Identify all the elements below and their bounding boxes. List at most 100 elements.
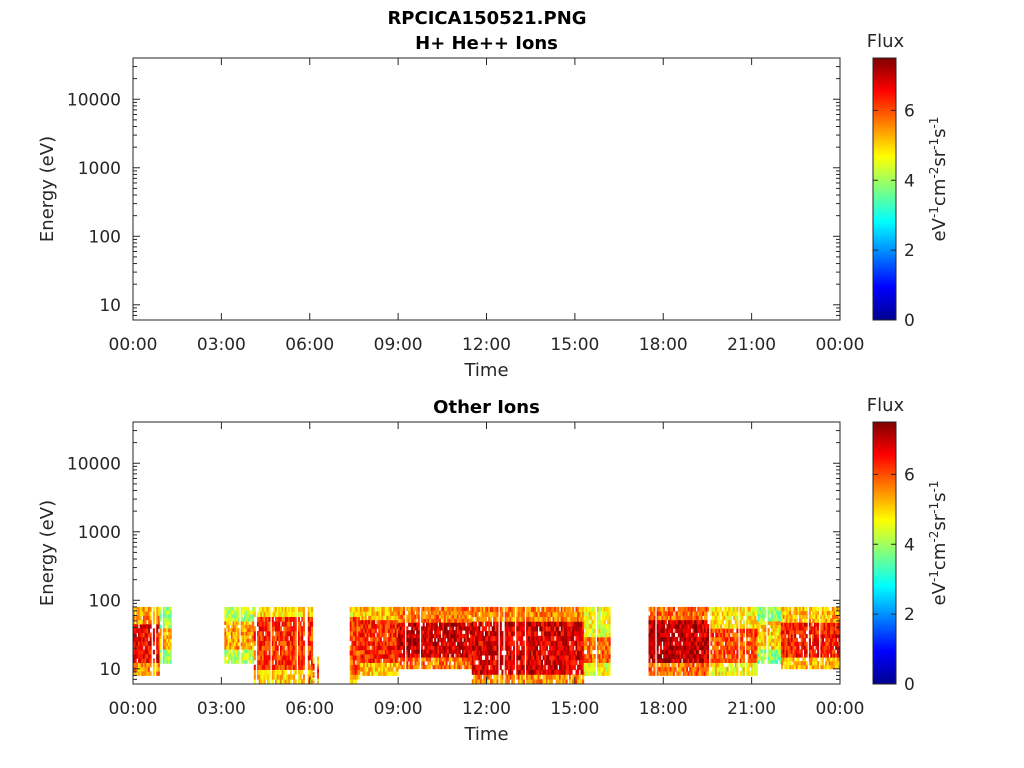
spectrogram-cell xyxy=(384,671,387,676)
spectrogram-cell xyxy=(473,659,476,666)
spectrogram-cell xyxy=(162,610,165,615)
spectrogram-cell xyxy=(820,626,823,631)
spectrogram-cell xyxy=(695,636,698,642)
spectrogram-cell xyxy=(810,606,813,612)
spectrogram-cell xyxy=(252,638,255,643)
spectrogram-cell xyxy=(286,616,289,622)
spectrogram-cell xyxy=(715,624,718,629)
spectrogram-cell xyxy=(774,621,777,625)
spectrogram-cell xyxy=(754,624,757,629)
spectrogram-cell xyxy=(429,614,432,619)
spectrogram-cell xyxy=(383,624,386,629)
spectrogram-cell xyxy=(450,630,453,635)
spectrogram-cell xyxy=(799,653,802,658)
spectrogram-cell xyxy=(476,664,479,670)
spectrogram-cell xyxy=(710,654,713,659)
spectrogram-cell xyxy=(437,664,440,670)
spectrogram-cell xyxy=(716,666,719,672)
spectrogram-cell xyxy=(653,666,656,672)
spectrogram-cell xyxy=(532,679,535,684)
spectrogram-cell xyxy=(516,616,519,622)
spectrogram-cell xyxy=(424,610,427,616)
spectrogram-cell xyxy=(486,679,489,684)
spectrogram-cell xyxy=(242,610,245,615)
spectrogram-cell xyxy=(227,659,230,664)
spectrogram-cell xyxy=(253,640,256,646)
spectrogram-cell xyxy=(311,669,314,675)
spectrogram-cell xyxy=(601,619,604,625)
spectrogram-cell xyxy=(567,621,570,627)
spectrogram-cell xyxy=(354,674,357,680)
spectrogram-cell xyxy=(794,645,797,650)
spectrogram-cell xyxy=(539,669,542,675)
spectrogram-cell xyxy=(580,640,583,646)
spectrogram-cell xyxy=(232,642,235,647)
spectrogram-cell xyxy=(398,637,401,643)
spectrogram-cell xyxy=(384,666,387,672)
spectrogram-cell xyxy=(278,664,281,670)
spectrogram-cell xyxy=(668,641,671,646)
spectrogram-cell xyxy=(772,631,775,636)
spectrogram-cell xyxy=(746,671,749,676)
spectrogram-cell xyxy=(695,615,698,621)
spectrogram-cell xyxy=(141,632,144,638)
spectrogram-cell xyxy=(526,650,529,656)
spectrogram-cell xyxy=(156,628,159,634)
spectrogram-cell xyxy=(147,611,150,616)
spectrogram-cell xyxy=(416,657,419,662)
spectrogram-cell xyxy=(309,616,312,622)
spectrogram-cell xyxy=(705,636,708,642)
spectrogram-cell xyxy=(381,641,384,646)
spectrogram-cell xyxy=(478,655,481,661)
spectrogram-cell xyxy=(403,657,406,662)
spectrogram-cell xyxy=(349,659,352,666)
spectrogram-cell xyxy=(587,615,590,621)
spectrogram-cell xyxy=(363,649,366,655)
spectrogram-cell xyxy=(475,635,478,642)
spectrogram-cell xyxy=(430,637,433,643)
spectrogram-cell xyxy=(672,658,675,663)
spectrogram-cell xyxy=(671,666,674,672)
spectrogram-cell xyxy=(733,658,736,663)
spectrogram-cell xyxy=(307,626,310,632)
spectrogram-cell xyxy=(684,636,687,642)
spectrogram-cell xyxy=(802,637,805,643)
spectrogram-cell xyxy=(823,645,826,650)
spectrogram-cell xyxy=(795,610,798,616)
spectrogram-cell xyxy=(141,658,144,663)
spectrogram-cell xyxy=(169,645,172,650)
spectrogram-cell xyxy=(473,621,476,627)
spectrogram-cell xyxy=(545,645,548,651)
spectrogram-cell xyxy=(227,649,230,654)
spectrogram-cell xyxy=(545,606,548,613)
spectrogram-cell xyxy=(301,645,304,651)
spectrogram-cell xyxy=(351,606,354,613)
spectrogram-cell xyxy=(689,645,692,651)
spectrogram-cell xyxy=(587,619,590,625)
spectrogram-cell xyxy=(605,628,608,634)
spectrogram-cell xyxy=(396,645,399,651)
spectrogram-cell xyxy=(676,671,679,676)
spectrogram-cell xyxy=(409,618,412,623)
spectrogram-cell xyxy=(137,619,141,625)
spectrogram-cell xyxy=(457,610,460,616)
spectrogram-cell xyxy=(486,631,489,637)
spectrogram-cell xyxy=(537,611,540,617)
spectrogram-cell xyxy=(471,621,474,627)
spectrogram-cell xyxy=(759,631,762,636)
spectrogram-cell xyxy=(142,636,145,642)
spectrogram-cell xyxy=(532,645,535,651)
spectrogram-cell xyxy=(137,636,141,642)
spectrogram-cell xyxy=(734,632,737,638)
spectrogram-cell xyxy=(146,624,149,629)
spectrogram-cell xyxy=(235,610,238,615)
spectrogram-cell xyxy=(767,635,770,640)
spectrogram-cell xyxy=(389,658,392,663)
spectrogram-cell xyxy=(521,679,524,684)
spectrogram-cell xyxy=(237,649,240,654)
spectrogram-cell xyxy=(547,664,550,670)
spectrogram-cell xyxy=(684,641,687,646)
spectrogram-cell xyxy=(439,653,442,658)
spectrogram-cell xyxy=(394,615,397,621)
spectrogram-cell xyxy=(266,640,269,646)
